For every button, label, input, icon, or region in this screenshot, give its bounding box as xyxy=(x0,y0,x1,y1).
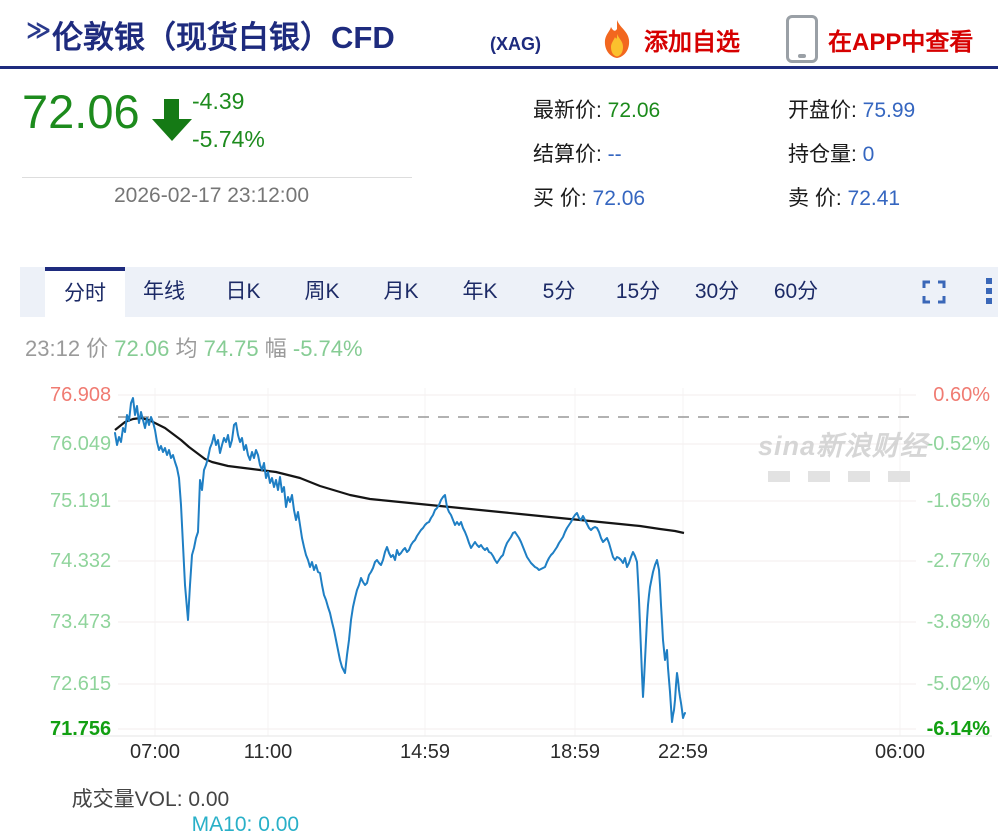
intraday-chart[interactable] xyxy=(0,0,998,770)
last-price: 72.06 xyxy=(22,85,140,138)
axis-label: 73.473 xyxy=(50,611,112,633)
volume-row: 成交量VOL: 0.00 MA10: 0.00 xyxy=(60,759,299,837)
tab-分时[interactable]: 分时 xyxy=(45,267,125,317)
header-divider xyxy=(0,66,998,69)
axis-label: 0.60% xyxy=(933,384,990,406)
tab-15分[interactable]: 15分 xyxy=(615,280,661,303)
tab-周K[interactable]: 周K xyxy=(304,280,340,303)
quote-field: 结算价: -- xyxy=(533,143,622,166)
time-axis-label: 14:59 xyxy=(399,741,451,763)
view-in-app-label: 在APP中查看 xyxy=(828,28,974,56)
price-change-pct: -5.74% xyxy=(192,126,265,152)
axis-label: -0.52% xyxy=(926,433,990,455)
average-line xyxy=(114,416,685,535)
symbol-code: (XAG) xyxy=(490,34,541,54)
axis-label: -5.02% xyxy=(926,673,990,695)
axis-label: 74.332 xyxy=(50,550,112,572)
time-axis-label: 07:00 xyxy=(129,741,181,763)
axis-label: 72.615 xyxy=(50,673,112,695)
tab-5分[interactable]: 5分 xyxy=(542,280,576,303)
tab-年K[interactable]: 年K xyxy=(462,280,498,303)
quote-field: 持仓量: 0 xyxy=(788,143,875,166)
chevron-decoration-icon: ≫ xyxy=(26,17,51,44)
legend-segment: -5.74% xyxy=(292,336,363,361)
volume-ma-label: MA10: 0.00 xyxy=(191,813,300,836)
volume-label: 成交量VOL: 0.00 xyxy=(71,788,230,811)
time-axis-label: 11:00 xyxy=(243,741,293,763)
axis-label: -2.77% xyxy=(926,550,990,572)
quote-timestamp: 2026-02-17 23:12:00 xyxy=(114,184,309,207)
phone-icon xyxy=(786,15,818,63)
watermark-subrow xyxy=(768,471,928,482)
legend-segment: 23:12 价 xyxy=(25,336,115,361)
tab-年线[interactable]: 年线 xyxy=(143,280,185,303)
legend-segment: 幅 xyxy=(258,336,293,361)
legend-segment: 均 xyxy=(169,336,204,361)
axis-label: -6.14% xyxy=(926,718,990,740)
price-change: -4.39 xyxy=(192,88,245,114)
flame-icon xyxy=(604,20,630,58)
price-line xyxy=(114,397,686,723)
legend-segment: 74.75 xyxy=(203,336,259,361)
axis-label: 76.908 xyxy=(50,384,112,406)
quote-field: 开盘价: 75.99 xyxy=(788,99,916,122)
watermark-text: sina新浪财经 xyxy=(758,431,929,461)
sina-watermark: sina新浪财经 xyxy=(758,424,928,482)
time-axis-label: 18:59 xyxy=(549,741,601,763)
chart-tabbar: 分时 年线 日K 周K 月K 年K 5分 15分 30分 60分 xyxy=(20,267,998,317)
axis-label: -1.65% xyxy=(926,490,990,512)
chart-legend: 23:12 价 72.06 均 74.75 幅 -5.74% xyxy=(25,331,363,363)
tab-日K[interactable]: 日K xyxy=(225,280,261,303)
quote-divider xyxy=(22,177,412,178)
axis-label: 71.756 xyxy=(50,718,112,740)
header: ≫ 伦敦银（现货白银）CFD (XAG) 添加自选 在APP中查看 xyxy=(0,10,998,64)
view-in-app-button[interactable]: 在APP中查看 xyxy=(786,15,974,63)
fullscreen-icon[interactable] xyxy=(922,280,946,304)
tab-30分[interactable]: 30分 xyxy=(694,280,740,303)
add-watchlist-button[interactable]: 添加自选 xyxy=(600,16,740,62)
legend-segment: 72.06 xyxy=(114,336,170,361)
quote-field: 卖 价: 72.41 xyxy=(788,187,901,210)
down-arrow-icon xyxy=(152,99,192,141)
quote-field: 买 价: 72.06 xyxy=(533,187,646,210)
tab-月K[interactable]: 月K xyxy=(383,280,419,303)
add-watchlist-label: 添加自选 xyxy=(644,28,740,56)
time-axis-label: 06:00 xyxy=(874,741,926,763)
axis-label: -3.89% xyxy=(926,611,990,633)
axis-label: 75.191 xyxy=(50,490,112,512)
quote-field: 最新价: 72.06 xyxy=(533,99,661,122)
axis-label: 76.049 xyxy=(50,433,112,455)
more-menu-icon[interactable] xyxy=(986,278,994,308)
time-axis-label: 22:59 xyxy=(657,741,709,763)
tab-60分[interactable]: 60分 xyxy=(773,280,819,303)
page-title: 伦敦银（现货白银）CFD xyxy=(52,20,395,55)
